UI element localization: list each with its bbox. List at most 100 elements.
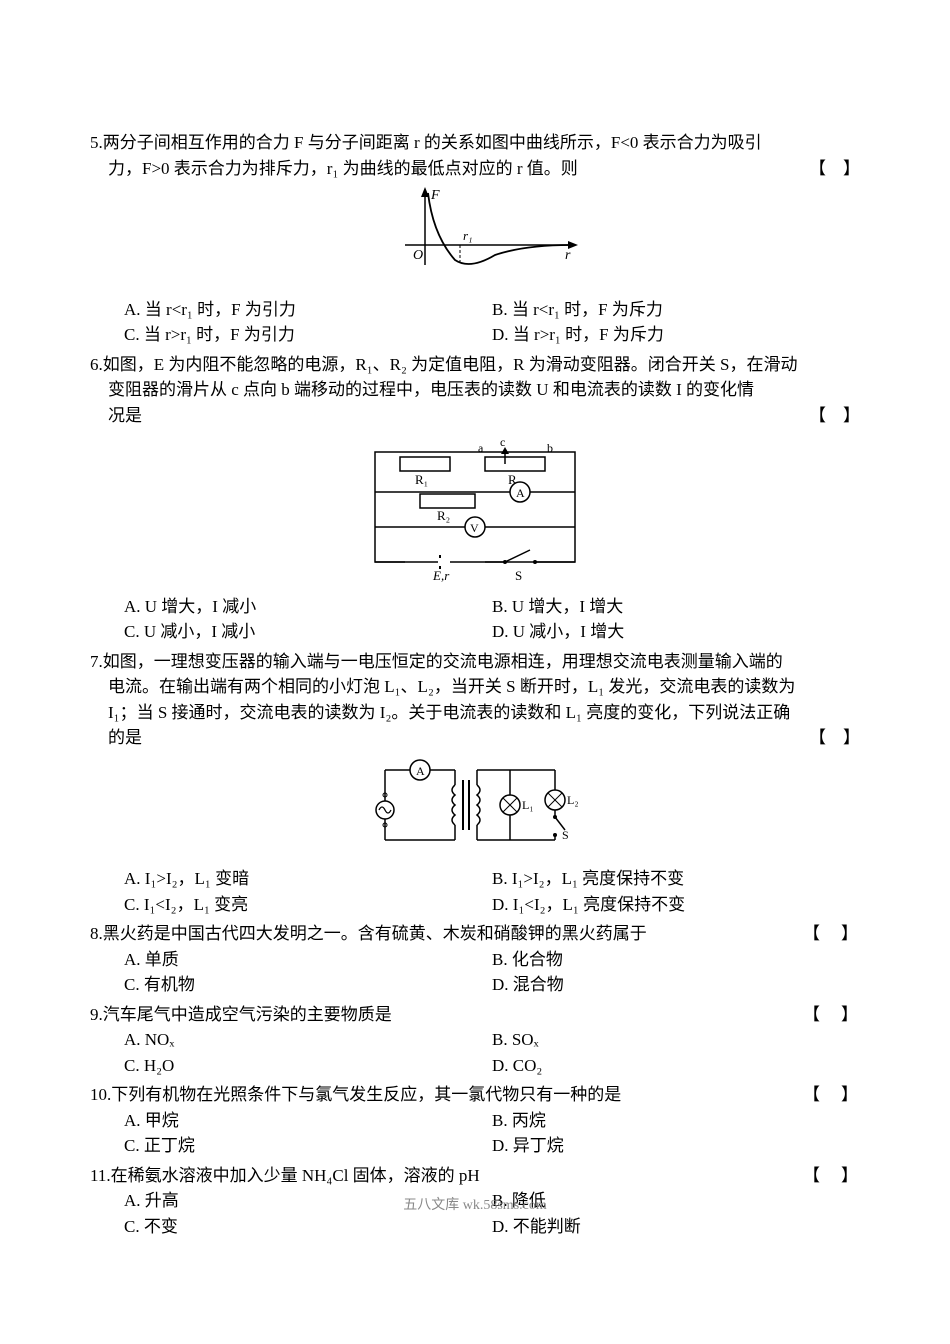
- q6-optA: A. U 增大，I 减小: [124, 594, 492, 620]
- answer-bracket: 【 】: [809, 403, 860, 429]
- q7-number: 7.: [90, 652, 103, 671]
- q5-optD: D. 当 r>r₁ 时，F 为斥力: [492, 322, 860, 348]
- q6-circuit: R₁ R a c b R₂ A V: [345, 432, 605, 582]
- answer-bracket: 【 】: [821, 1002, 860, 1028]
- q6-text3: 况是: [108, 406, 142, 425]
- q5-optB: B. 当 r<r₁ 时，F 为斥力: [492, 297, 860, 323]
- exam-page: 5.两分子间相互作用的合力 F 与分子间距离 r 的关系如图中曲线所示，F<0 …: [0, 0, 950, 1239]
- answer-bracket: 【 】: [821, 1163, 860, 1189]
- q10-optD: D. 异丁烷: [492, 1133, 860, 1159]
- q7-text4: 的是: [108, 728, 142, 747]
- q5-text1: 两分子间相互作用的合力 F 与分子间距离 r 的关系如图中曲线所示，F<0 表示…: [103, 133, 762, 152]
- q7-stem-line1: 7.如图，一理想变压器的输入端与一电压恒定的交流电源相连，用理想交流电表测量输入…: [90, 649, 860, 675]
- q7-L2: L₂: [567, 793, 579, 807]
- q11-optD: D. 不能判断: [492, 1214, 860, 1240]
- q8-optB: B. 化合物: [492, 947, 860, 973]
- q5-figure: F O r r₁: [90, 185, 860, 293]
- q5-text2: 力，F>0 表示合力为排斥力，r₁ 为曲线的最低点对应的 r 值。则: [108, 159, 578, 178]
- question-6: 6.如图，E 为内阻不能忽略的电源，R₁、R₂ 为定值电阻，R 为滑动变阻器。闭…: [90, 352, 860, 645]
- q9-optD: D. CO₂: [492, 1053, 860, 1079]
- question-5: 5.两分子间相互作用的合力 F 与分子间距离 r 的关系如图中曲线所示，F<0 …: [90, 130, 860, 348]
- q5-optC: C. 当 r>r₁ 时，F 为引力: [124, 322, 492, 348]
- q7-optD: D. I₁<I₂，L₁ 亮度保持不变: [492, 892, 860, 918]
- q6-c: c: [500, 435, 505, 449]
- q6-figure: R₁ R a c b R₂ A V: [90, 432, 860, 590]
- q5-label-O: O: [413, 248, 423, 263]
- q9-text: 汽车尾气中造成空气污染的主要物质是: [103, 1005, 392, 1024]
- q10-optC: C. 正丁烷: [124, 1133, 492, 1159]
- q7-optC: C. I₁<I₂，L₁ 变亮: [124, 892, 492, 918]
- q9-number: 9.: [90, 1005, 103, 1024]
- q7-stem-line4: 的是 【 】: [90, 725, 860, 751]
- question-8: 8.黑火药是中国古代四大发明之一。含有硫黄、木炭和硝酸钾的黑火药属于 【 】 A…: [90, 921, 860, 998]
- q6-a: a: [478, 441, 484, 455]
- q6-text1: 如图，E 为内阻不能忽略的电源，R₁、R₂ 为定值电阻，R 为滑动变阻器。闭合开…: [103, 355, 798, 374]
- q10-optA: A. 甲烷: [124, 1108, 492, 1134]
- q7-A: A: [416, 764, 425, 778]
- q8-text: 黑火药是中国古代四大发明之一。含有硫黄、木炭和硝酸钾的黑火药属于: [103, 924, 647, 943]
- q5-label-r: r: [565, 248, 571, 263]
- q7-stem-line2: 电流。在输出端有两个相同的小灯泡 L₁、L₂，当开关 S 断开时，L₁ 发光，交…: [90, 674, 860, 700]
- q6-R1: R₁: [415, 472, 428, 487]
- q7-S: S: [562, 828, 569, 842]
- q5-optA: A. 当 r<r₁ 时，F 为引力: [124, 297, 492, 323]
- q8-optA: A. 单质: [124, 947, 492, 973]
- q10-options: A. 甲烷 B. 丙烷 C. 正丁烷 D. 异丁烷: [90, 1108, 860, 1159]
- page-footer: 五八文库 wk.58sms.com: [0, 1194, 950, 1214]
- q9-stem: 9.汽车尾气中造成空气污染的主要物质是 【 】: [90, 1002, 860, 1028]
- q10-stem: 10.下列有机物在光照条件下与氯气发生反应，其一氯代物只有一种的是 【 】: [90, 1082, 860, 1108]
- q11-stem: 11.在稀氨水溶液中加入少量 NH₄Cl 固体，溶液的 pH 【 】: [90, 1163, 860, 1189]
- q6-stem-line3: 况是 【 】: [90, 403, 860, 429]
- q11-optC: C. 不变: [124, 1214, 492, 1240]
- q9-options: A. NOₓ B. SOₓ C. H₂O D. CO₂: [90, 1027, 860, 1078]
- answer-bracket: 【 】: [809, 156, 860, 182]
- q6-number: 6.: [90, 355, 103, 374]
- answer-bracket: 【 】: [821, 1082, 860, 1108]
- q9-optB: B. SOₓ: [492, 1027, 860, 1053]
- q6-optD: D. U 减小，I 增大: [492, 619, 860, 645]
- q7-L1: L₁: [522, 798, 534, 812]
- answer-bracket: 【 】: [809, 725, 860, 751]
- q5-number: 5.: [90, 133, 103, 152]
- q6-stem-line2: 变阻器的滑片从 c 点向 b 端移动的过程中，电压表的读数 U 和电流表的读数 …: [90, 377, 860, 403]
- q6-b: b: [547, 441, 553, 455]
- q8-options: A. 单质 B. 化合物 C. 有机物 D. 混合物: [90, 947, 860, 998]
- q10-text: 下列有机物在光照条件下与氯气发生反应，其一氯代物只有一种的是: [111, 1085, 621, 1104]
- q10-number: 10.: [90, 1085, 111, 1104]
- q8-stem: 8.黑火药是中国古代四大发明之一。含有硫黄、木炭和硝酸钾的黑火药属于 【 】: [90, 921, 860, 947]
- q11-text: 在稀氨水溶液中加入少量 NH₄Cl 固体，溶液的 pH: [111, 1166, 480, 1185]
- q6-S: S: [515, 568, 522, 582]
- q6-R2: R₂: [437, 508, 450, 523]
- q5-stem-line2: 力，F>0 表示合力为排斥力，r₁ 为曲线的最低点对应的 r 值。则 【 】: [90, 156, 860, 182]
- q8-optC: C. 有机物: [124, 972, 492, 998]
- q6-E: E,r: [432, 568, 450, 582]
- question-10: 10.下列有机物在光照条件下与氯气发生反应，其一氯代物只有一种的是 【 】 A.…: [90, 1082, 860, 1159]
- q6-stem-line1: 6.如图，E 为内阻不能忽略的电源，R₁、R₂ 为定值电阻，R 为滑动变阻器。闭…: [90, 352, 860, 378]
- answer-bracket: 【 】: [821, 921, 860, 947]
- q6-A: A: [516, 486, 525, 500]
- q5-label-r1: r₁: [463, 228, 473, 243]
- q8-optD: D. 混合物: [492, 972, 860, 998]
- q11-number: 11.: [90, 1166, 111, 1185]
- q9-optA: A. NOₓ: [124, 1027, 492, 1053]
- question-9: 9.汽车尾气中造成空气污染的主要物质是 【 】 A. NOₓ B. SOₓ C.…: [90, 1002, 860, 1079]
- q6-options: A. U 增大，I 减小 B. U 增大，I 增大 C. U 减小，I 减小 D…: [90, 594, 860, 645]
- q6-optC: C. U 减小，I 减小: [124, 619, 492, 645]
- q7-optB: B. I₁>I₂，L₁ 亮度保持不变: [492, 866, 860, 892]
- q8-number: 8.: [90, 924, 103, 943]
- q7-text1: 如图，一理想变压器的输入端与一电压恒定的交流电源相连，用理想交流电表测量输入端的: [103, 652, 783, 671]
- q5-graph: F O r r₁: [365, 185, 585, 285]
- q7-optA: A. I₁>I₂，L₁ 变暗: [124, 866, 492, 892]
- q6-optB: B. U 增大，I 增大: [492, 594, 860, 620]
- question-7: 7.如图，一理想变压器的输入端与一电压恒定的交流电源相连，用理想交流电表测量输入…: [90, 649, 860, 918]
- q5-stem-line1: 5.两分子间相互作用的合力 F 与分子间距离 r 的关系如图中曲线所示，F<0 …: [90, 130, 860, 156]
- q9-optC: C. H₂O: [124, 1053, 492, 1079]
- q7-figure: A: [90, 755, 860, 863]
- q7-options: A. I₁>I₂，L₁ 变暗 B. I₁>I₂，L₁ 亮度保持不变 C. I₁<…: [90, 866, 860, 917]
- q5-options: A. 当 r<r₁ 时，F 为引力 B. 当 r<r₁ 时，F 为斥力 C. 当…: [90, 297, 860, 348]
- q5-label-F: F: [430, 188, 440, 203]
- q7-circuit: A: [355, 755, 595, 855]
- q7-stem-line3: I₁；当 S 接通时，交流电表的读数为 I₂。关于电流表的读数和 L₁ 亮度的变…: [90, 700, 860, 726]
- q6-V: V: [470, 521, 479, 535]
- q10-optB: B. 丙烷: [492, 1108, 860, 1134]
